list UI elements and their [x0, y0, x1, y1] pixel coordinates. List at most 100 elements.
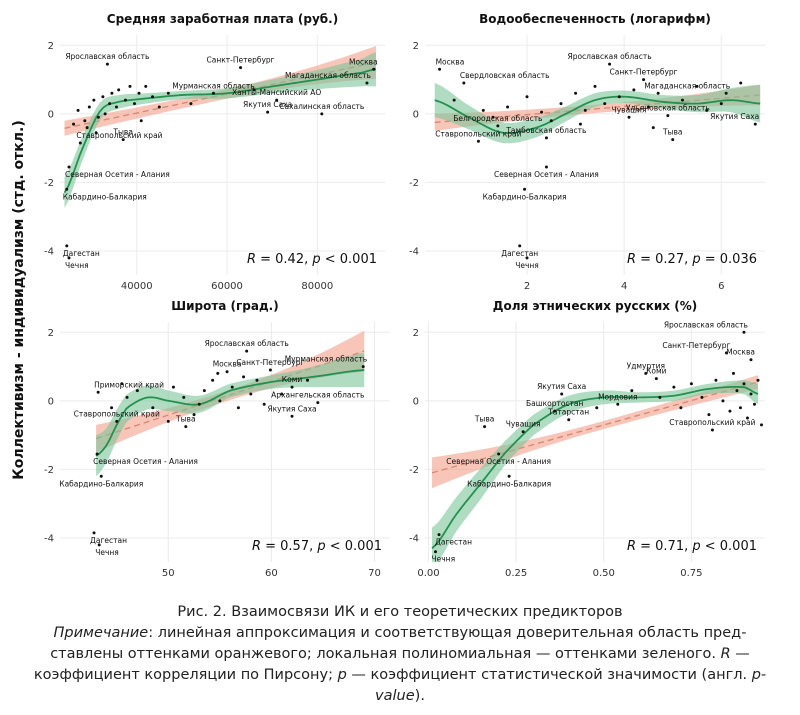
data-point [166, 91, 170, 95]
data-point [202, 389, 206, 393]
data-point [268, 368, 272, 372]
data-point [132, 102, 136, 106]
data-point [724, 351, 728, 355]
data-point [365, 81, 369, 85]
data-point [110, 91, 114, 95]
data-point [728, 409, 732, 413]
stat-p-value: = 0.036 [701, 252, 757, 267]
point-label: Кабардино-Балкария [467, 479, 551, 488]
y-axis-label: Коллективизм - индивидуализм (стд. откл.… [11, 120, 27, 479]
panel-title: Средняя заработная плата (руб.) [107, 12, 338, 26]
point-label: Чечня [95, 548, 119, 557]
data-point [211, 378, 215, 382]
linear-fit-line [431, 381, 759, 474]
data-point [578, 122, 582, 126]
point-label: Ярославская область [664, 320, 748, 329]
data-point [242, 375, 246, 379]
point-label: Удмуртия [627, 361, 665, 370]
point-label: Якутия Саха [267, 404, 316, 413]
caption-note-r: R [720, 646, 731, 662]
point-label: Сахалинская область [279, 102, 364, 111]
panel-4: Доля этнических русских (%) 0.00 0.25 0.50 0… [409, 299, 765, 579]
x-tick-label: 2 [524, 281, 530, 292]
data-point [549, 119, 553, 123]
points [92, 349, 365, 547]
point-label: Магаданская область [644, 81, 730, 90]
panel-2: Водообеспеченность (логарифм) 2 4 6 2 0 -2 -4 Мо… [409, 12, 765, 292]
point-label: Тыва [175, 415, 196, 424]
data-point [121, 138, 125, 142]
point-label: Якутия Саха [243, 100, 292, 109]
y-tick-label: 2 [413, 41, 419, 52]
data-point [738, 406, 742, 410]
figure: Коллективизм - индивидуализм (стд. откл.… [11, 12, 765, 579]
y-tick-label: 2 [48, 328, 54, 339]
x-tick-label: 60000 [211, 281, 243, 292]
data-point [707, 413, 711, 417]
data-point [320, 112, 324, 116]
data-point [144, 84, 148, 88]
data-point [92, 531, 96, 535]
point-label: Коми [646, 367, 667, 376]
data-point [753, 122, 757, 126]
point-labels: Ярославская область Санкт-ПетербургМосква… [432, 320, 756, 563]
point-label: Москва [436, 57, 465, 66]
point-label: Северная Осетия - Алания [93, 457, 198, 466]
loess-line [434, 95, 761, 135]
stat-r-symbol: R [627, 252, 636, 267]
data-point [608, 62, 612, 66]
data-point [462, 81, 466, 85]
data-point [85, 126, 89, 130]
data-point [695, 84, 699, 88]
point-label: Приморский край [94, 380, 164, 389]
panels: Средняя заработная плата (руб.)40000 6000… [44, 12, 765, 579]
caption-note-text-3: — коэффициент статистической значимости … [346, 667, 752, 683]
y-tick-label: 2 [48, 41, 54, 52]
data-point [101, 95, 105, 99]
data-point [137, 91, 141, 95]
data-point [525, 95, 529, 99]
data-point [120, 382, 124, 386]
data-point [559, 102, 563, 106]
data-point [719, 102, 723, 106]
data-point [151, 95, 155, 99]
caption-note-p: p [337, 667, 347, 683]
data-point [192, 413, 196, 417]
point-label: Кабардино-Балкария [59, 479, 143, 488]
data-point [434, 550, 438, 554]
correlation-stat: R = 0.57, p < 0.001 [252, 539, 382, 554]
data-point [151, 406, 155, 410]
data-point [731, 371, 735, 375]
stat-r-symbol: R [627, 539, 636, 554]
data-point [644, 371, 648, 375]
data-point [171, 385, 175, 389]
data-point [67, 165, 71, 169]
panel-1: Средняя заработная плата (руб.) 40000 6000… [44, 12, 385, 292]
data-point [108, 102, 112, 106]
y-tick-label: 0 [413, 109, 419, 120]
figure-caption: Рис. 2. Взаимосвязи ИК и его теоретическ… [20, 602, 780, 707]
data-point [714, 378, 718, 382]
data-point [742, 330, 746, 334]
x-tick-label: 50 [162, 568, 175, 579]
data-point [593, 84, 597, 88]
data-point [752, 402, 756, 406]
point-label: Ярославская область [205, 339, 289, 348]
data-point [65, 244, 69, 248]
data-point [128, 84, 132, 88]
data-point [72, 122, 76, 126]
point-label: Кабардино-Балкария [63, 192, 147, 201]
points [434, 330, 763, 554]
point-label: Якутия Саха [710, 112, 759, 121]
data-point [481, 108, 485, 112]
data-point [94, 131, 98, 135]
data-point [139, 119, 143, 123]
data-point [666, 114, 670, 118]
x-tick-label: 0.50 [593, 568, 615, 579]
data-point [672, 385, 676, 389]
y-tick-label: -4 [409, 534, 419, 545]
data-point [110, 406, 114, 410]
data-point [603, 102, 607, 106]
grid [425, 35, 765, 275]
grid [425, 322, 765, 562]
